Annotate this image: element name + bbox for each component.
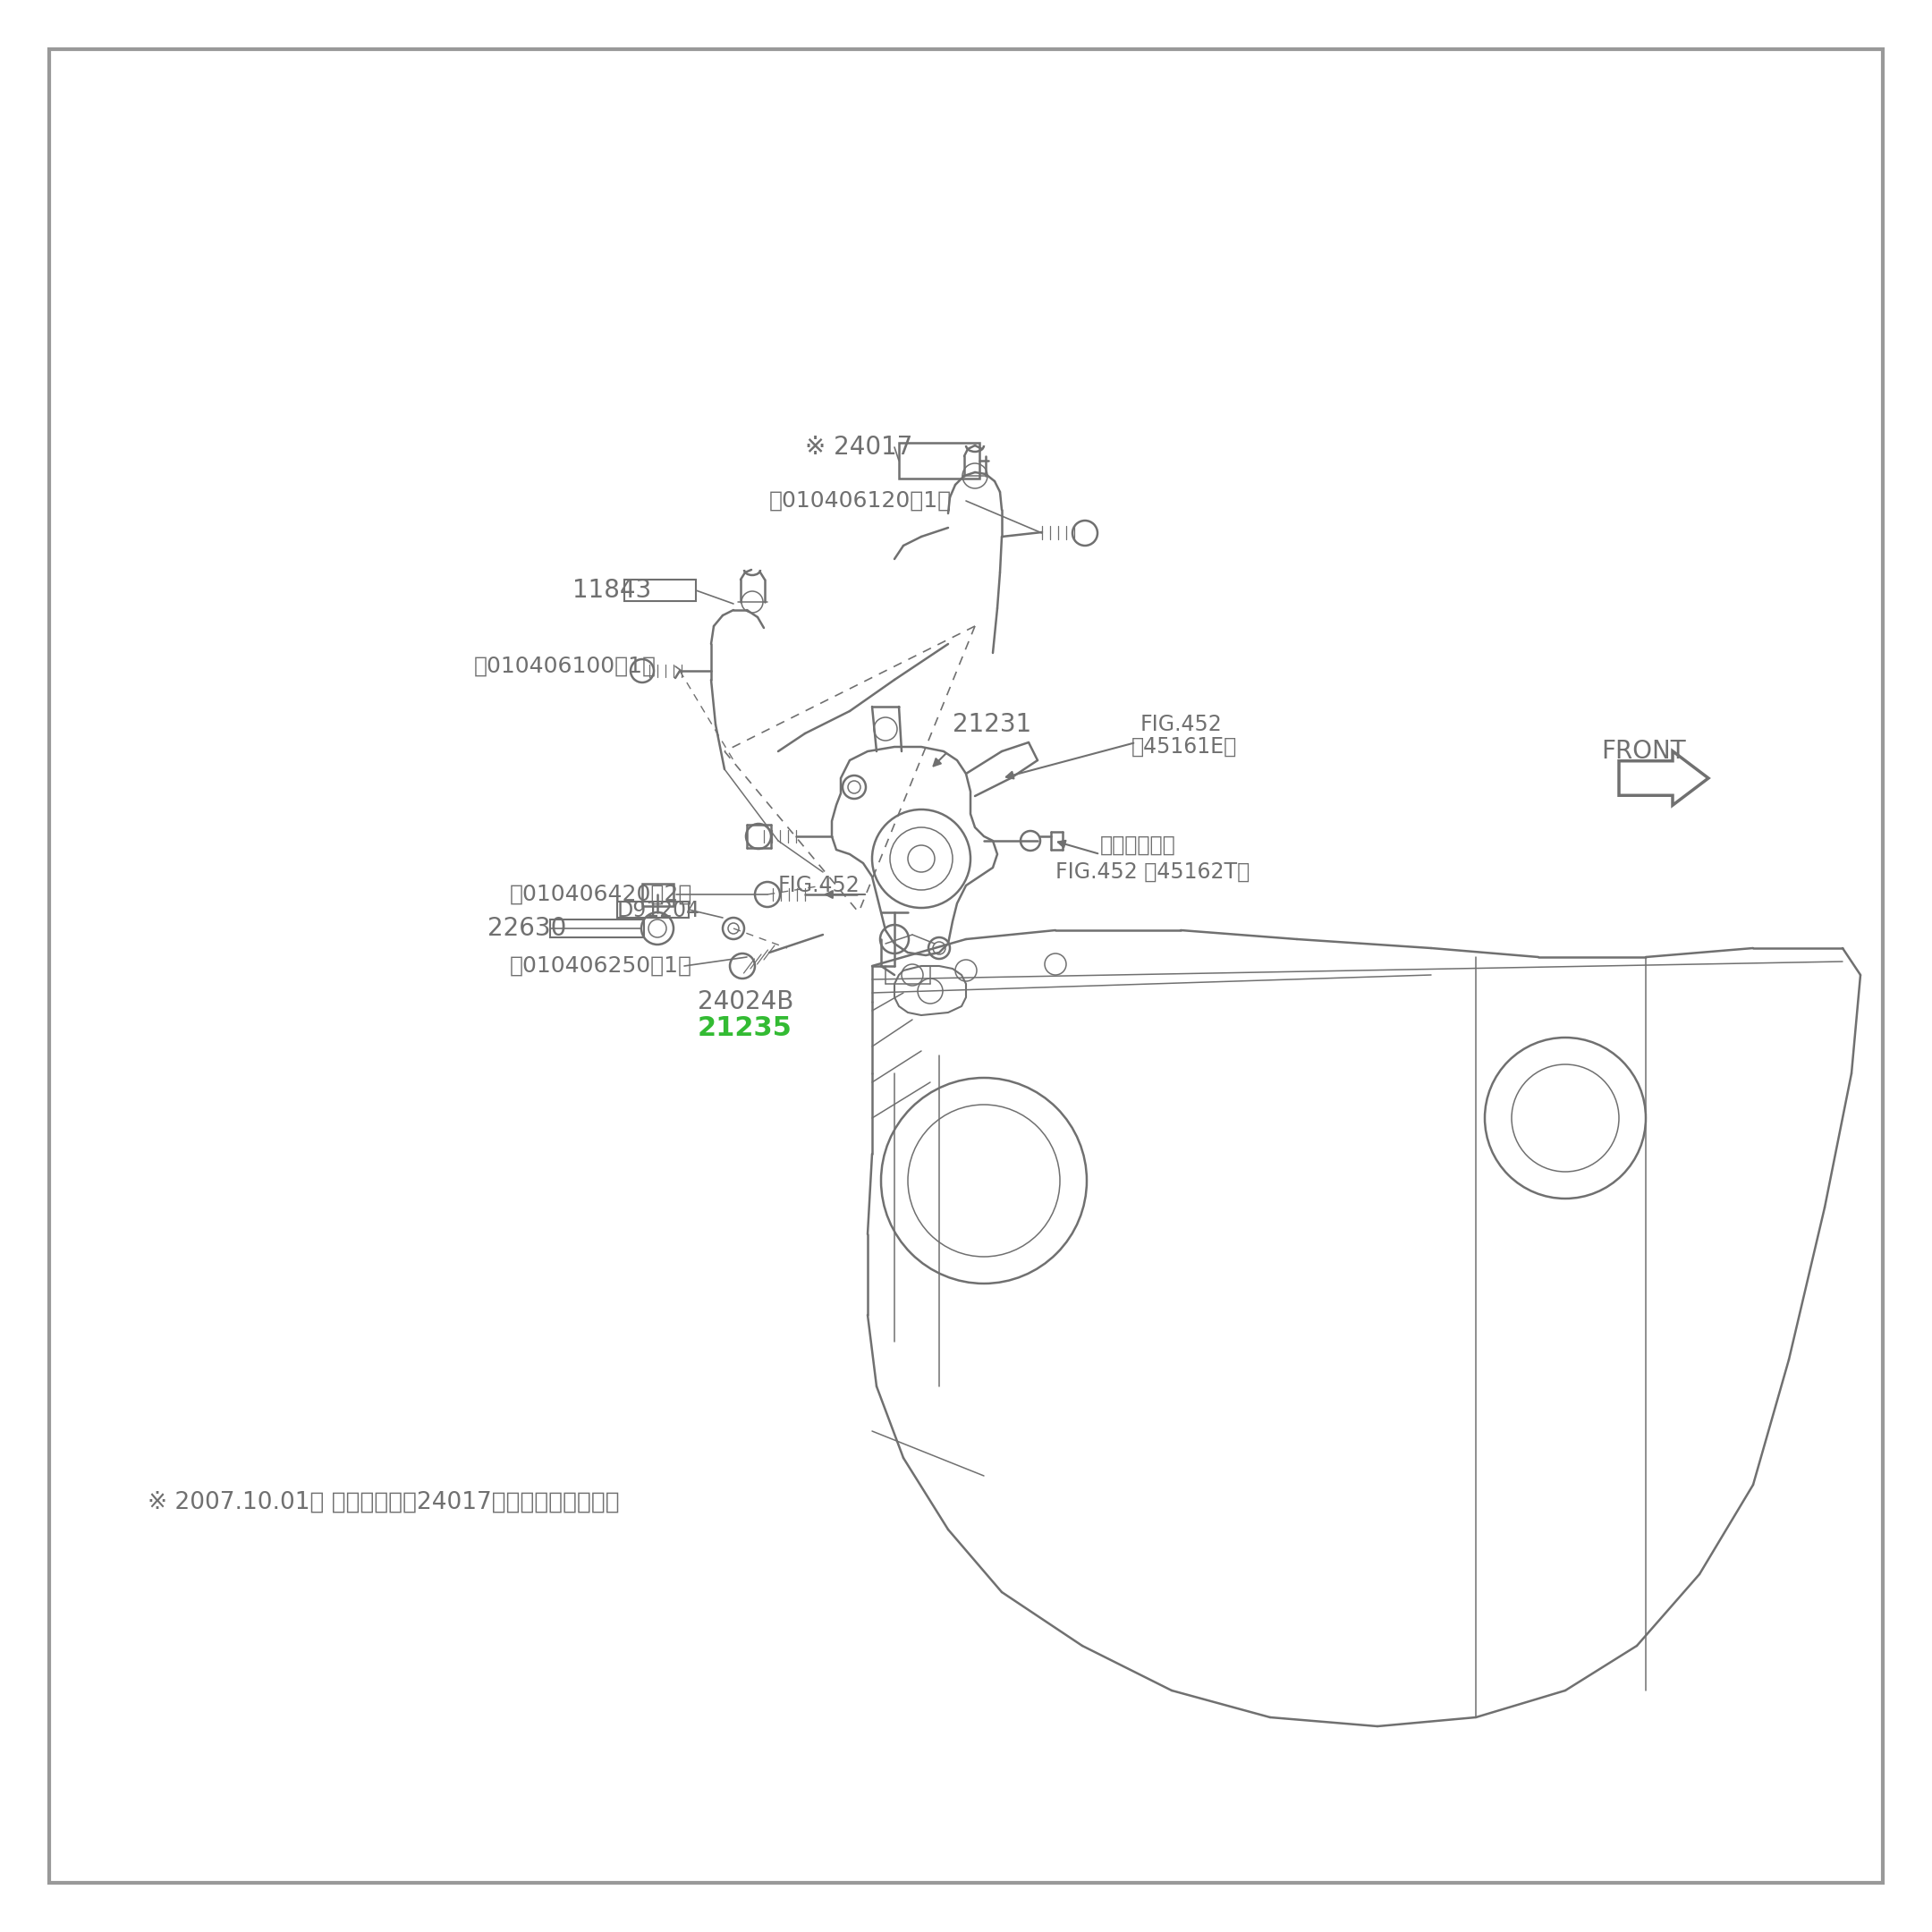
Text: Ⓑ010406420（2）: Ⓑ010406420（2） bbox=[510, 883, 694, 906]
Text: 21235: 21235 bbox=[697, 1016, 792, 1041]
Bar bbox=[641, 883, 674, 906]
Text: 22630: 22630 bbox=[487, 916, 566, 941]
Text: 11843: 11843 bbox=[572, 578, 651, 603]
Text: D91204: D91204 bbox=[616, 900, 701, 922]
Text: Ⓑ010406250（1）: Ⓑ010406250（1） bbox=[510, 954, 692, 978]
Text: 24024B: 24024B bbox=[697, 989, 794, 1014]
Bar bbox=[624, 580, 696, 601]
Text: Ⓑ010406120（1）: Ⓑ010406120（1） bbox=[769, 491, 952, 512]
Bar bbox=[551, 920, 643, 937]
Bar bbox=[898, 442, 980, 479]
Text: FIG.452 ＜45162T＞: FIG.452 ＜45162T＞ bbox=[1055, 862, 1250, 883]
Text: Ⓑ010406100（1）: Ⓑ010406100（1） bbox=[473, 655, 657, 676]
Text: FRONT: FRONT bbox=[1602, 738, 1687, 763]
Text: スロットルへ: スロットルへ bbox=[1099, 835, 1177, 856]
Bar bbox=[616, 902, 688, 918]
Text: 21231: 21231 bbox=[952, 713, 1032, 736]
Text: ※ 2007.10.01～ のディアスは24017をご注文ください。: ※ 2007.10.01～ のディアスは24017をご注文ください。 bbox=[147, 1492, 620, 1515]
Text: ＜45161E＞: ＜45161E＞ bbox=[1132, 736, 1236, 757]
Text: FIG.452: FIG.452 bbox=[1140, 713, 1223, 736]
Text: ※ 24017: ※ 24017 bbox=[806, 435, 912, 460]
Text: FIG.452: FIG.452 bbox=[779, 875, 860, 896]
